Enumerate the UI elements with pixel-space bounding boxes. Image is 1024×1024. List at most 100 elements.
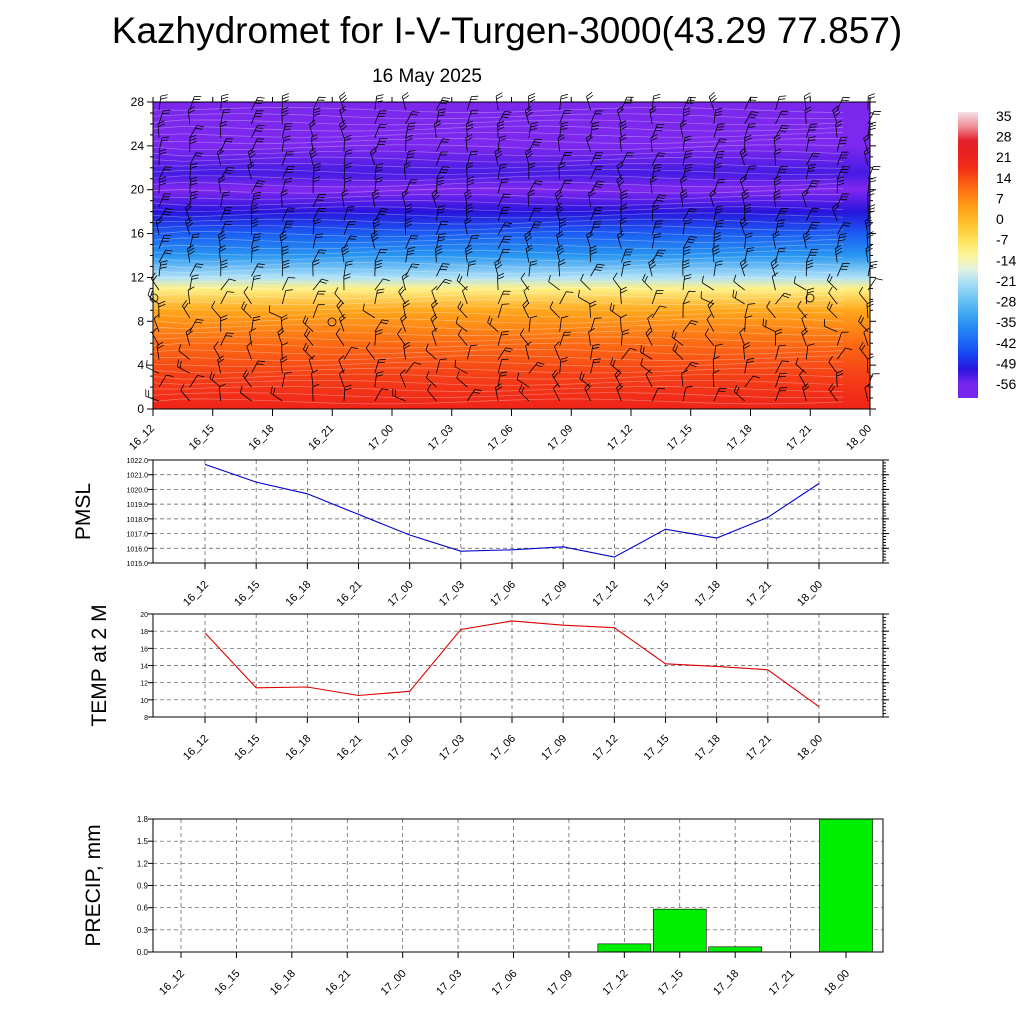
x-tick-label: 17_15	[656, 968, 686, 998]
wind-barb	[775, 292, 792, 305]
wind-barb	[528, 122, 538, 138]
wind-barb	[621, 248, 634, 263]
wind-barb	[374, 208, 389, 222]
wind-barb	[519, 328, 530, 346]
wind-barb	[588, 327, 595, 346]
contour-line	[152, 317, 844, 324]
wind-barb	[462, 285, 468, 305]
wind-barb	[189, 190, 198, 208]
wind-barb	[189, 319, 204, 332]
wind-barb	[701, 275, 715, 291]
wind-barb	[374, 371, 384, 388]
wind-barb	[497, 371, 508, 388]
wind-barb	[218, 244, 226, 263]
wind-barb	[312, 207, 327, 222]
wind-barb	[405, 361, 422, 374]
wind-barb	[867, 190, 875, 208]
x-tick-label: 17_12	[590, 579, 620, 609]
x-tick-label: 17_21	[784, 423, 814, 453]
wind-barb	[497, 207, 510, 222]
y-tick-label: 16	[131, 227, 145, 241]
wind-barb	[650, 134, 658, 152]
colorbar-label: -49	[996, 355, 1016, 371]
contour-line	[152, 113, 844, 120]
wind-barb	[832, 202, 840, 222]
wind-barb	[548, 274, 560, 291]
wind-barb	[241, 301, 252, 319]
wind-barb	[189, 233, 200, 249]
wind-barb	[158, 260, 168, 277]
wind-barb	[497, 249, 511, 263]
wind-barb	[158, 300, 166, 318]
wind-barb	[497, 347, 513, 360]
wind-barb	[158, 176, 167, 194]
wind-barb	[220, 166, 235, 180]
x-tick-label: 17_15	[642, 733, 672, 763]
x-tick-label: 17_06	[488, 733, 518, 763]
wind-barb	[454, 359, 468, 374]
x-tick-label: 17_18	[725, 423, 755, 453]
wind-barb	[466, 95, 479, 111]
x-tick-label: 16_12	[127, 423, 157, 453]
wind-barb	[621, 347, 637, 360]
wind-barb	[251, 263, 265, 277]
wind-barb	[797, 300, 807, 319]
wind-barb	[557, 134, 565, 152]
wind-barb	[374, 278, 390, 291]
colorbar-label: 21	[996, 149, 1012, 165]
wind-barb	[805, 136, 816, 152]
wind-barb	[682, 163, 693, 180]
wind-barb	[343, 260, 353, 277]
colorbar-label: 14	[996, 170, 1012, 186]
wind-barb	[185, 327, 193, 346]
wind-barb	[672, 343, 684, 360]
wind-barb	[616, 105, 624, 125]
wind-barb	[466, 389, 482, 402]
wind-barb	[211, 300, 222, 319]
wind-barb	[182, 300, 191, 319]
wind-barb	[682, 208, 697, 222]
wind-barb	[436, 263, 450, 277]
wind-barb	[713, 343, 723, 360]
x-tick-label: 16_15	[212, 968, 242, 998]
wind-barb	[832, 105, 841, 125]
wind-barb	[189, 176, 198, 194]
wind-barb	[828, 286, 838, 305]
contour-line	[152, 361, 844, 368]
wind-barb	[281, 135, 291, 152]
wind-barb	[647, 313, 654, 332]
wind-barb	[528, 362, 545, 374]
wind-barb	[156, 341, 164, 360]
wind-barb	[180, 384, 191, 402]
contour-line	[152, 373, 844, 380]
wind-barb	[343, 162, 352, 180]
wind-barb	[312, 304, 325, 319]
wind-barb	[374, 124, 387, 138]
wind-barb	[436, 221, 449, 235]
wind-barb	[497, 178, 509, 194]
temp-line	[204, 620, 820, 708]
wind-barb	[590, 110, 603, 125]
wind-barb	[339, 369, 346, 388]
wind-barb	[682, 219, 693, 235]
wind-barb	[466, 176, 474, 194]
x-tick-label: 17_18	[711, 968, 741, 998]
wind-barb	[251, 191, 262, 208]
wind-barb	[269, 305, 283, 319]
wind-barb	[621, 96, 634, 111]
contour-line	[152, 355, 844, 361]
wind-barb	[494, 147, 503, 166]
wind-barb	[495, 92, 503, 111]
x-tick-label: 18_00	[844, 423, 874, 453]
page-title: Kazhydromet for I-V-Turgen-3000(43.29 77…	[111, 10, 903, 51]
wind-barb	[465, 203, 473, 221]
x-tick-label: 17_09	[545, 968, 575, 998]
y-tick-label: 20	[131, 183, 145, 197]
x-tick-label: 17_21	[744, 579, 774, 609]
wind-barb	[801, 327, 809, 346]
wind-barb	[281, 177, 293, 194]
wind-barb	[651, 124, 665, 138]
wind-barb	[431, 285, 438, 305]
wind-barb	[836, 193, 850, 208]
wind-barb	[374, 249, 388, 263]
